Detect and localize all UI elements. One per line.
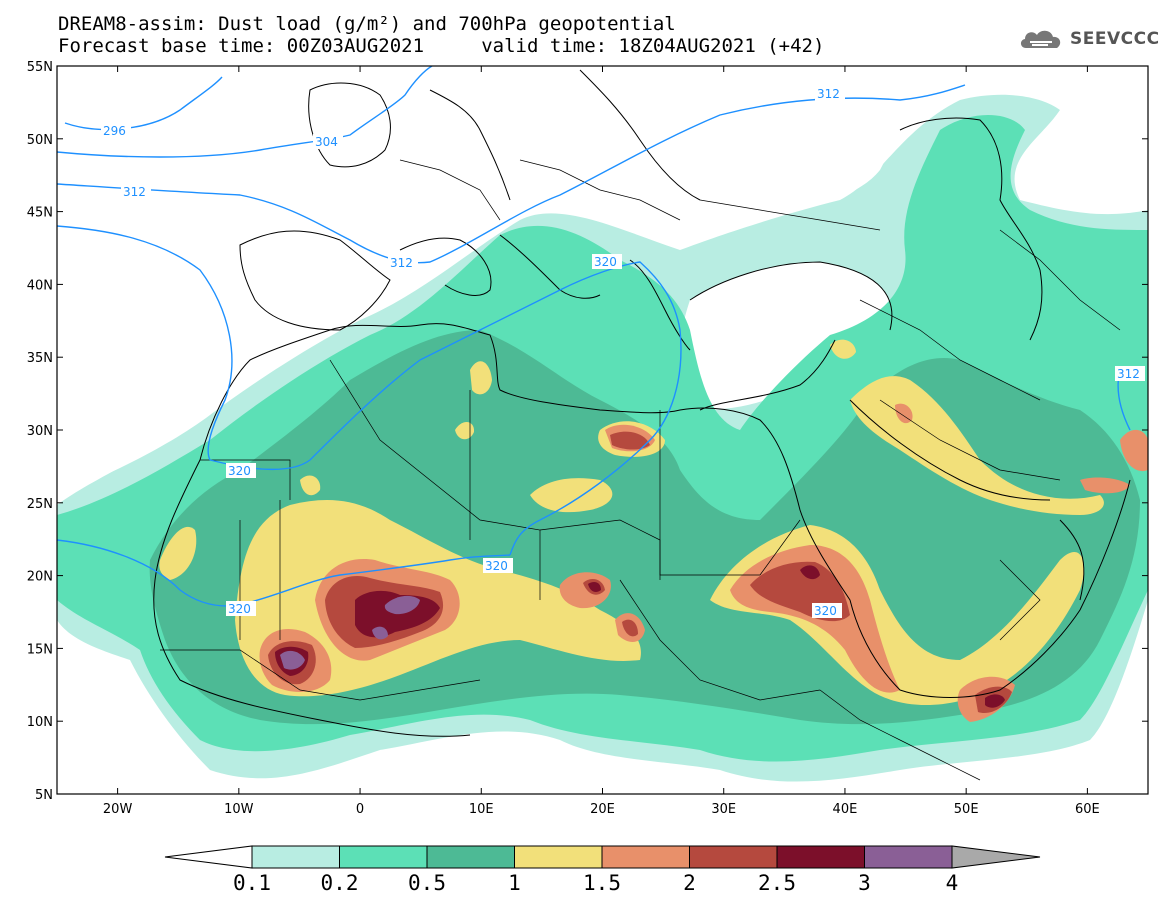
lon-tick-label: 40E xyxy=(833,802,858,817)
lat-tick-label: 20N xyxy=(27,570,53,585)
seevccc-logo: SEEVCCC xyxy=(1018,26,1160,52)
lat-tick-label: 40N xyxy=(27,278,53,293)
lat-tick-label: 25N xyxy=(27,497,53,512)
cloud-icon xyxy=(1020,30,1061,48)
lon-tick-label: 20W xyxy=(103,802,133,817)
country-borders xyxy=(160,159,1121,781)
colorbar-swatch xyxy=(514,845,603,869)
lat-tick-label: 35N xyxy=(27,351,53,366)
lat-tick-label: 10N xyxy=(27,715,53,730)
longitude-axis: 20W 10W 0 10E 20E 30E 40E 50E 60E xyxy=(103,66,1100,817)
lat-tick-label: 30N xyxy=(27,424,53,439)
contour-label: 320 xyxy=(814,604,837,618)
colorbar-swatch xyxy=(251,845,340,869)
colorbar-swatch xyxy=(776,845,865,869)
colorbar-swatch xyxy=(426,845,515,869)
colorbar: 0.1 0.2 0.5 1 1.5 2 2.5 3 4 xyxy=(164,845,1041,895)
contour-label: 312 xyxy=(123,185,146,199)
contour-label: 320 xyxy=(485,559,508,573)
contour-label: 312 xyxy=(390,256,413,270)
colorbar-swatch xyxy=(601,845,690,869)
colorbar-high-arrow xyxy=(951,845,1041,869)
coastlines xyxy=(153,69,1131,737)
forecast-times: Forecast base time: 00Z03AUG2021 valid t… xyxy=(58,35,825,57)
lon-tick-label: 30E xyxy=(711,802,736,817)
colorbar-label: 4 xyxy=(946,871,959,895)
lat-tick-label: 15N xyxy=(27,642,53,657)
colorbar-label: 2.5 xyxy=(758,871,796,895)
contour-label: 320 xyxy=(594,255,617,269)
colorbar-label: 1 xyxy=(508,871,521,895)
clear-area-east-med xyxy=(679,262,892,410)
colorbar-swatch xyxy=(339,845,428,869)
colorbar-label: 1.5 xyxy=(583,871,621,895)
contour-label: 312 xyxy=(1117,367,1140,381)
lat-tick-label: 50N xyxy=(27,133,53,148)
contour-label: 320 xyxy=(228,602,251,616)
dust-field: 296 304 312 312 320 312 320 320 320 320 … xyxy=(57,66,1148,782)
lat-tick-label: 5N xyxy=(35,788,53,803)
map-title: DREAM8-assim: Dust load (g/m²) and 700hP… xyxy=(58,13,676,35)
contour-label: 304 xyxy=(315,135,338,149)
lon-tick-label: 10W xyxy=(224,802,254,817)
colorbar-swatch xyxy=(689,845,778,869)
colorbar-swatch xyxy=(864,845,953,869)
contour-label: 312 xyxy=(817,87,840,101)
latitude-axis: 55N 50N 45N 40N 35N 30N 25N 20N 15N 10N 5N xyxy=(27,60,1148,803)
lon-tick-label: 50E xyxy=(954,802,979,817)
contour-label: 296 xyxy=(103,124,126,138)
colorbar-low-arrow xyxy=(164,845,253,869)
lon-tick-label: 0 xyxy=(356,802,364,817)
lon-tick-label: 60E xyxy=(1075,802,1100,817)
contour-label: 320 xyxy=(228,464,251,478)
dust-level-3 xyxy=(280,595,420,670)
logo-text: SEEVCCC xyxy=(1070,29,1160,49)
colorbar-label: 3 xyxy=(858,871,871,895)
colorbar-label: 0.5 xyxy=(408,871,446,895)
geopotential-labels: 296 304 312 312 320 312 320 320 320 320 … xyxy=(101,86,1145,618)
lon-tick-label: 10E xyxy=(469,802,494,817)
clear-area-iberia xyxy=(57,66,520,495)
lon-tick-label: 20E xyxy=(590,802,615,817)
colorbar-label: 0.1 xyxy=(233,871,271,895)
colorbar-label: 0.2 xyxy=(321,871,359,895)
clear-area-europe xyxy=(520,66,940,245)
lat-tick-label: 55N xyxy=(27,60,53,75)
lat-tick-label: 45N xyxy=(27,206,53,221)
colorbar-label: 2 xyxy=(683,871,696,895)
